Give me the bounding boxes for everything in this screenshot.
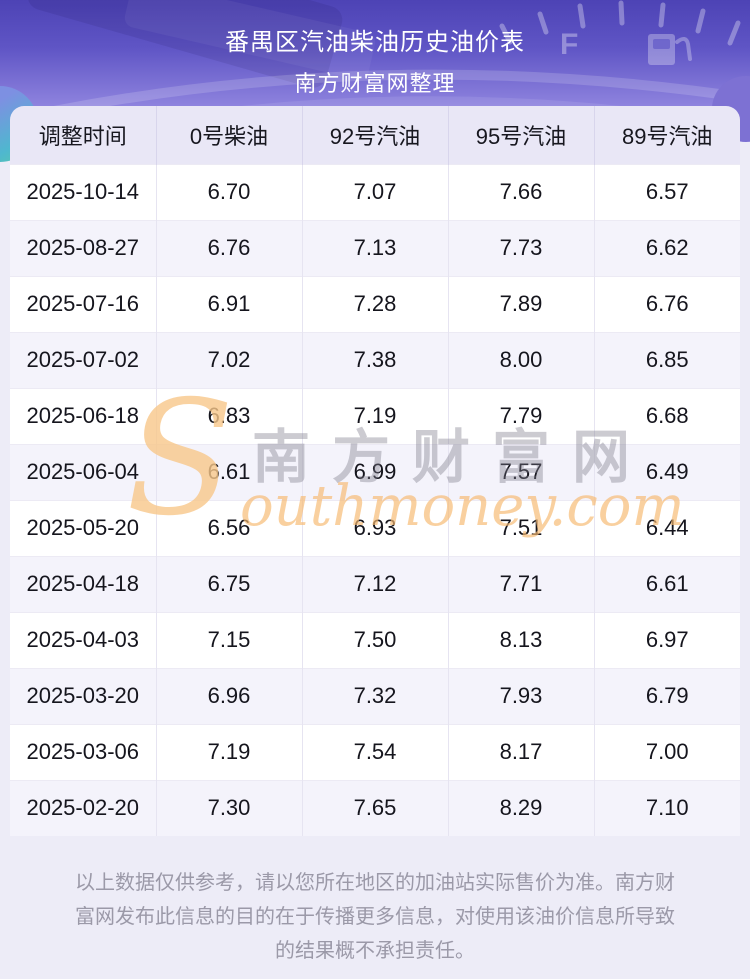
- header-banner: F 番禺区汽油柴油历史油价表 南方财富网整理: [0, 0, 750, 106]
- price-cell: 6.61: [156, 443, 303, 500]
- table-row: 2025-07-16 6.91 7.28 7.89 6.76: [10, 275, 740, 332]
- date-cell: 2025-05-20: [10, 499, 157, 556]
- price-cell: 7.32: [302, 667, 449, 724]
- gauge-full-label: F: [560, 28, 578, 61]
- gauge-ticks: [499, 0, 741, 46]
- price-cell: 8.17: [448, 723, 595, 780]
- price-cell: 7.51: [448, 499, 595, 556]
- price-cell: 6.49: [594, 443, 740, 500]
- fuel-pump-icon: [648, 34, 692, 65]
- table-row: 2025-04-03 7.15 7.50 8.13 6.97: [10, 611, 740, 668]
- price-cell: 7.50: [302, 611, 449, 668]
- price-cell: 6.56: [156, 499, 303, 556]
- table-row: 2025-06-18 6.83 7.19 7.79 6.68: [10, 387, 740, 444]
- price-cell: 7.02: [156, 331, 303, 388]
- price-cell: 7.19: [302, 387, 449, 444]
- date-cell: 2025-04-18: [10, 555, 157, 612]
- price-cell: 7.73: [448, 219, 595, 276]
- date-cell: 2025-08-27: [10, 219, 157, 276]
- price-cell: 7.00: [594, 723, 740, 780]
- price-cell: 7.28: [302, 275, 449, 332]
- price-cell: 7.10: [594, 779, 740, 836]
- price-cell: 6.93: [302, 499, 449, 556]
- date-cell: 2025-03-06: [10, 723, 157, 780]
- price-table-container: 调整时间 0号柴油 92号汽油 95号汽油 89号汽油 2025-10-14 6…: [10, 106, 740, 836]
- price-cell: 7.15: [156, 611, 303, 668]
- price-cell: 6.62: [594, 219, 740, 276]
- table-row: 2025-02-20 7.30 7.65 8.29 7.10: [10, 779, 740, 836]
- price-cell: 8.13: [448, 611, 595, 668]
- price-cell: 6.76: [594, 275, 740, 332]
- price-cell: 6.75: [156, 555, 303, 612]
- disclaimer-text: 以上数据仅供参考，请以您所在地区的加油站实际售价为准。南方财富网发布此信息的目的…: [75, 872, 675, 962]
- price-cell: 7.65: [302, 779, 449, 836]
- gauge-arc: [53, 69, 749, 106]
- col-header-gas89: 89号汽油: [594, 106, 740, 164]
- price-cell: 6.44: [594, 499, 740, 556]
- price-cell: 7.93: [448, 667, 595, 724]
- date-cell: 2025-04-03: [10, 611, 157, 668]
- decor-tool-shape: [27, 0, 343, 88]
- col-header-date: 调整时间: [10, 106, 157, 164]
- table-row: 2025-04-18 6.75 7.12 7.71 6.61: [10, 555, 740, 612]
- price-cell: 7.30: [156, 779, 303, 836]
- date-cell: 2025-03-20: [10, 667, 157, 724]
- col-header-gas95: 95号汽油: [448, 106, 595, 164]
- price-cell: 7.66: [448, 163, 595, 220]
- table-row: 2025-03-20 6.96 7.32 7.93 6.79: [10, 667, 740, 724]
- price-cell: 7.71: [448, 555, 595, 612]
- price-cell: 7.79: [448, 387, 595, 444]
- date-cell: 2025-02-20: [10, 779, 157, 836]
- price-cell: 6.79: [594, 667, 740, 724]
- price-cell: 7.38: [302, 331, 449, 388]
- banner-titles: 番禺区汽油柴油历史油价表 南方财富网整理: [0, 0, 750, 98]
- fuel-gauge-illustration: F: [27, 0, 749, 106]
- table-row: 2025-08-27 6.76 7.13 7.73 6.62: [10, 219, 740, 276]
- price-cell: 7.13: [302, 219, 449, 276]
- page-subtitle: 南方财富网整理: [294, 71, 456, 96]
- price-cell: 8.29: [448, 779, 595, 836]
- price-table: 调整时间 0号柴油 92号汽油 95号汽油 89号汽油 2025-10-14 6…: [10, 106, 740, 836]
- price-cell: 6.83: [156, 387, 303, 444]
- date-cell: 2025-06-18: [10, 387, 157, 444]
- price-cell: 6.99: [302, 443, 449, 500]
- col-header-diesel0: 0号柴油: [156, 106, 303, 164]
- price-cell: 7.07: [302, 163, 449, 220]
- table-row: 2025-07-02 7.02 7.38 8.00 6.85: [10, 331, 740, 388]
- price-cell: 7.89: [448, 275, 595, 332]
- date-cell: 2025-07-16: [10, 275, 157, 332]
- price-cell: 7.19: [156, 723, 303, 780]
- date-cell: 2025-06-04: [10, 443, 157, 500]
- price-cell: 6.61: [594, 555, 740, 612]
- price-cell: 6.57: [594, 163, 740, 220]
- gauge-arc-outer: [241, 96, 622, 106]
- col-header-gas92: 92号汽油: [302, 106, 449, 164]
- decor-tool-shape: [124, 0, 376, 80]
- table-row: 2025-10-14 6.70 7.07 7.66 6.57: [10, 163, 740, 220]
- price-cell: 7.57: [448, 443, 595, 500]
- table-row: 2025-06-04 6.61 6.99 7.57 6.49: [10, 443, 740, 500]
- price-cell: 7.12: [302, 555, 449, 612]
- table-header-row: 调整时间 0号柴油 92号汽油 95号汽油 89号汽油: [10, 106, 740, 164]
- price-cell: 6.96: [156, 667, 303, 724]
- date-cell: 2025-10-14: [10, 163, 157, 220]
- table-row: 2025-03-06 7.19 7.54 8.17 7.00: [10, 723, 740, 780]
- page-title: 番禺区汽油柴油历史油价表: [225, 29, 525, 56]
- price-cell: 6.85: [594, 331, 740, 388]
- table-row: 2025-05-20 6.56 6.93 7.51 6.44: [10, 499, 740, 556]
- price-cell: 6.68: [594, 387, 740, 444]
- price-cell: 8.00: [448, 331, 595, 388]
- price-cell: 6.70: [156, 163, 303, 220]
- price-cell: 7.54: [302, 723, 449, 780]
- price-cell: 6.97: [594, 611, 740, 668]
- price-cell: 6.91: [156, 275, 303, 332]
- date-cell: 2025-07-02: [10, 331, 157, 388]
- price-cell: 6.76: [156, 219, 303, 276]
